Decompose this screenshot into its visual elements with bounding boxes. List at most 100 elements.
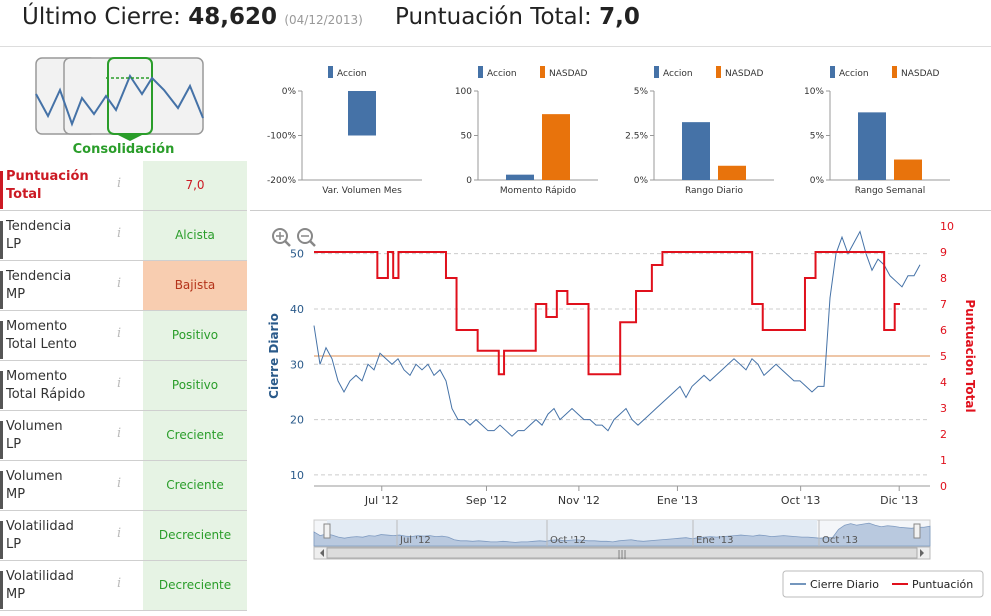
bar xyxy=(718,165,746,180)
info-icon[interactable]: i xyxy=(117,526,122,541)
last-close-label: Último Cierre: xyxy=(22,4,181,30)
legend-swatch xyxy=(716,66,721,78)
chart-legend: Cierre Diario Puntuación xyxy=(782,570,984,598)
indicator-value: Alcista xyxy=(143,211,247,260)
y-right-tick-label: 9 xyxy=(940,246,947,259)
tick-label: 0 xyxy=(466,176,472,186)
tick-label: 2.5% xyxy=(625,132,648,142)
consolidation-pattern-icon xyxy=(35,57,204,141)
page-header: Último Cierre: 48,620 (04/12/2013) Puntu… xyxy=(0,0,991,47)
last-close-value: 48,620 xyxy=(188,4,278,30)
scroll-left-icon xyxy=(320,549,324,557)
indicator-label: Volumen LP xyxy=(6,419,63,452)
y-right-tick-label: 5 xyxy=(940,350,947,363)
y-right-tick-label: 0 xyxy=(940,480,947,493)
indicator-row: Momento Total Lento i Positivo xyxy=(0,311,247,361)
indicator-marker xyxy=(0,171,3,209)
price-score-chart: 10 20 30 40 50 0 1 2 3 4 5 6 7 8 9 10 Cierre Diario Puntu… xyxy=(250,214,991,612)
legend-swatch xyxy=(478,66,483,78)
info-icon[interactable]: i xyxy=(117,426,122,441)
indicator-marker xyxy=(0,421,3,459)
x-tick-label: Nov '12 xyxy=(558,494,600,507)
indicator-label: Volumen MP xyxy=(6,469,63,502)
y-left-tick-label: 10 xyxy=(290,469,304,482)
indicator-value: Decreciente xyxy=(143,511,247,560)
legend-swatch xyxy=(540,66,545,78)
bar xyxy=(542,114,570,180)
indicator-marker xyxy=(0,571,3,609)
pattern-panel xyxy=(0,50,247,160)
pattern-label: Consolidación xyxy=(72,142,175,157)
indicator-value: Positivo xyxy=(143,311,247,360)
navigator-handle-right[interactable] xyxy=(913,523,921,539)
scroll-grip-icon: ||| xyxy=(617,550,626,560)
legend-label: Puntuación xyxy=(912,578,973,591)
indicator-row: Tendencia MP i Bajista xyxy=(0,261,247,311)
category-label: Rango Semanal xyxy=(855,186,926,196)
y-right-tick-label: 7 xyxy=(940,298,947,311)
indicator-row: Puntuación Total i 7,0 xyxy=(0,161,247,211)
tick-label: 5% xyxy=(634,87,649,97)
x-tick-label: Ene '13 xyxy=(657,494,698,507)
indicator-value: Bajista xyxy=(143,261,247,310)
y-right-tick-label: 6 xyxy=(940,324,947,337)
indicator-row: Volumen LP i Creciente xyxy=(0,411,247,461)
tick-label: 0% xyxy=(634,176,649,186)
y-right-tick-label: 3 xyxy=(940,402,947,415)
x-tick-label: Oct '13 xyxy=(781,494,821,507)
indicator-label: Puntuación Total xyxy=(6,169,89,202)
y-right-tick-label: 10 xyxy=(940,220,954,233)
navigator-label: Ene '13 xyxy=(696,535,733,546)
y-left-tick-label: 50 xyxy=(290,248,304,261)
indicator-marker xyxy=(0,371,3,409)
bar xyxy=(858,112,886,180)
info-icon[interactable]: i xyxy=(117,326,122,341)
last-close-date: (04/12/2013) xyxy=(284,13,363,27)
indicator-marker xyxy=(0,471,3,509)
bar xyxy=(682,122,710,180)
legend-label: Accion xyxy=(487,69,517,79)
y-right-tick-label: 4 xyxy=(940,376,947,389)
y-left-tick-label: 20 xyxy=(290,414,304,427)
scroll-right-icon xyxy=(920,549,924,557)
zoom-in-icon[interactable] xyxy=(272,228,291,247)
tick-label: 5% xyxy=(810,132,825,142)
y-left-axis-title: Cierre Diario xyxy=(267,313,281,399)
indicator-row: Volumen MP i Creciente xyxy=(0,461,247,511)
indicator-value: Creciente xyxy=(143,461,247,510)
legend-label: Cierre Diario xyxy=(810,578,879,591)
tick-label: 0% xyxy=(282,87,297,97)
navigator-handle-left[interactable] xyxy=(323,523,331,539)
legend-label: NASDAD xyxy=(901,69,940,79)
info-icon[interactable]: i xyxy=(117,576,122,591)
zoom-out-icon[interactable] xyxy=(297,228,316,247)
navigator-scrollbar[interactable]: ||| xyxy=(313,546,931,560)
info-icon[interactable]: i xyxy=(117,476,122,491)
legend-label: NASDAD xyxy=(725,69,764,79)
indicator-label: Tendencia MP xyxy=(6,269,72,302)
category-label: Rango Diario xyxy=(685,186,744,196)
legend-label: Accion xyxy=(337,69,367,79)
indicator-marker xyxy=(0,521,3,559)
y-left-tick-label: 40 xyxy=(290,303,304,316)
legend-swatch xyxy=(830,66,835,78)
tick-label: 10% xyxy=(804,87,824,97)
indicator-label: Volatilidad LP xyxy=(6,519,74,552)
info-icon[interactable]: i xyxy=(117,276,122,291)
category-label: Momento Rápido xyxy=(500,186,577,196)
bar xyxy=(506,174,534,180)
tick-label: 0% xyxy=(810,176,825,186)
indicator-label: Momento Total Lento xyxy=(6,319,77,352)
navigator-label: Oct '12 xyxy=(550,535,586,546)
indicator-row: Volatilidad MP i Decreciente xyxy=(0,561,247,611)
info-icon[interactable]: i xyxy=(117,176,122,191)
bar xyxy=(348,91,376,136)
tick-label: -200% xyxy=(267,176,296,186)
info-icon[interactable]: i xyxy=(117,226,122,241)
indicator-value: Creciente xyxy=(143,411,247,460)
total-score-value: 7,0 xyxy=(599,4,640,30)
info-icon[interactable]: i xyxy=(117,376,122,391)
mini-chart: Accion NASDAD 5% 2.5% 0% Rango Diario xyxy=(625,66,774,196)
legend-label: Accion xyxy=(663,69,693,79)
